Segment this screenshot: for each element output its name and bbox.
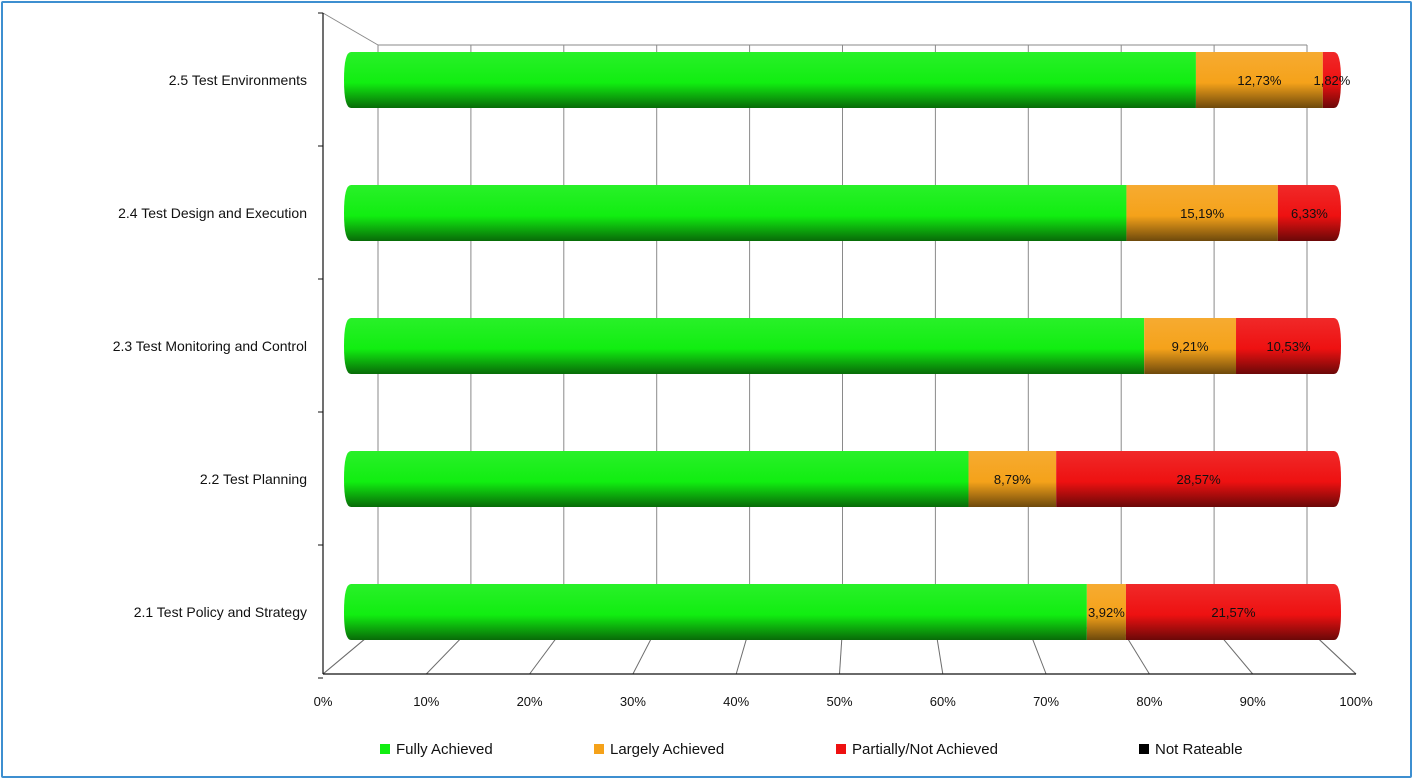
- legend-item-fully-achieved: Fully Achieved: [380, 741, 493, 758]
- x-tick-label: 70%: [1033, 694, 1059, 709]
- wall-diagonal-top: [322, 12, 379, 46]
- axes: [318, 12, 1356, 679]
- category-label-2-2-test: 2.2 Test Planning: [200, 471, 307, 487]
- data-label: 21,57%: [1211, 605, 1256, 620]
- bars: [344, 52, 1341, 640]
- x-tick-label: 40%: [723, 694, 749, 709]
- x-tick-label: 50%: [826, 694, 852, 709]
- bar-largely-achieved-2: [968, 451, 1057, 507]
- legend-label: Not Rateable: [1155, 741, 1243, 758]
- legend-swatch: [380, 744, 390, 754]
- category-label-2-5-test: 2.5 Test Environments: [169, 72, 307, 88]
- x-tick-label: 10%: [413, 694, 439, 709]
- bar-partially-not-achieved-1: [1125, 584, 1341, 640]
- data-label: 3,92%: [1088, 605, 1125, 620]
- x-tick-label: 20%: [517, 694, 543, 709]
- data-label: 6,33%: [1291, 206, 1328, 221]
- legend-label: Partially/Not Achieved: [852, 741, 998, 758]
- category-label-2-4-test: 2.4 Test Design and Execution: [118, 205, 307, 221]
- bar-largely-achieved-4: [1126, 185, 1278, 241]
- x-tick-label: 100%: [1339, 694, 1373, 709]
- data-label: 12,73%: [1237, 73, 1282, 88]
- x-tick-label: 0%: [314, 694, 333, 709]
- bar-fully-achieved-1: [344, 584, 1087, 640]
- legend-item-partially-not-achieved: Partially/Not Achieved: [836, 741, 998, 758]
- data-label: 15,19%: [1180, 206, 1225, 221]
- legend-swatch: [1139, 744, 1149, 754]
- bar-fully-achieved-3: [344, 318, 1145, 374]
- legend-label: Largely Achieved: [610, 741, 724, 758]
- x-tick-label: 80%: [1136, 694, 1162, 709]
- data-label: 28,57%: [1177, 472, 1222, 487]
- bar-partially-not-achieved-2: [1056, 451, 1341, 507]
- bar-partially-not-achieved-3: [1236, 318, 1341, 374]
- bar-partially-not-achieved-4: [1277, 185, 1341, 241]
- bar-fully-achieved-4: [344, 185, 1127, 241]
- data-label: 10,53%: [1266, 339, 1311, 354]
- category-label-2-3-test: 2.3 Test Monitoring and Control: [113, 338, 307, 354]
- legend-swatch: [836, 744, 846, 754]
- data-label: 1,82%: [1313, 73, 1350, 88]
- x-tick-label: 30%: [620, 694, 646, 709]
- legend-item-not-rateable: Not Rateable: [1139, 741, 1243, 758]
- bar-partially-not-achieved-5: [1322, 52, 1341, 108]
- labels: 0% 10% 20% 30% 40% 50% 60% 70% 80% 90% 100% 2.1 Tes…: [113, 72, 1373, 709]
- category-label-2-1-test: 2.1 Test Policy and Strategy: [134, 604, 307, 620]
- legend-swatch: [594, 744, 604, 754]
- legend: Fully Achieved Largely Achieved Partially/…: [380, 741, 1243, 758]
- legend-label: Fully Achieved: [396, 741, 493, 758]
- data-label: 8,79%: [994, 472, 1031, 487]
- bar-fully-achieved-5: [344, 52, 1196, 108]
- bar-fully-achieved-2: [344, 451, 969, 507]
- bar-largely-achieved-5: [1195, 52, 1323, 108]
- x-tick-label: 90%: [1240, 694, 1266, 709]
- legend-item-largely-achieved: Largely Achieved: [594, 741, 724, 758]
- data-label: 9,21%: [1172, 339, 1209, 354]
- bar-largely-achieved-1: [1086, 584, 1126, 640]
- x-tick-label: 60%: [930, 694, 956, 709]
- bar-largely-achieved-3: [1144, 318, 1237, 374]
